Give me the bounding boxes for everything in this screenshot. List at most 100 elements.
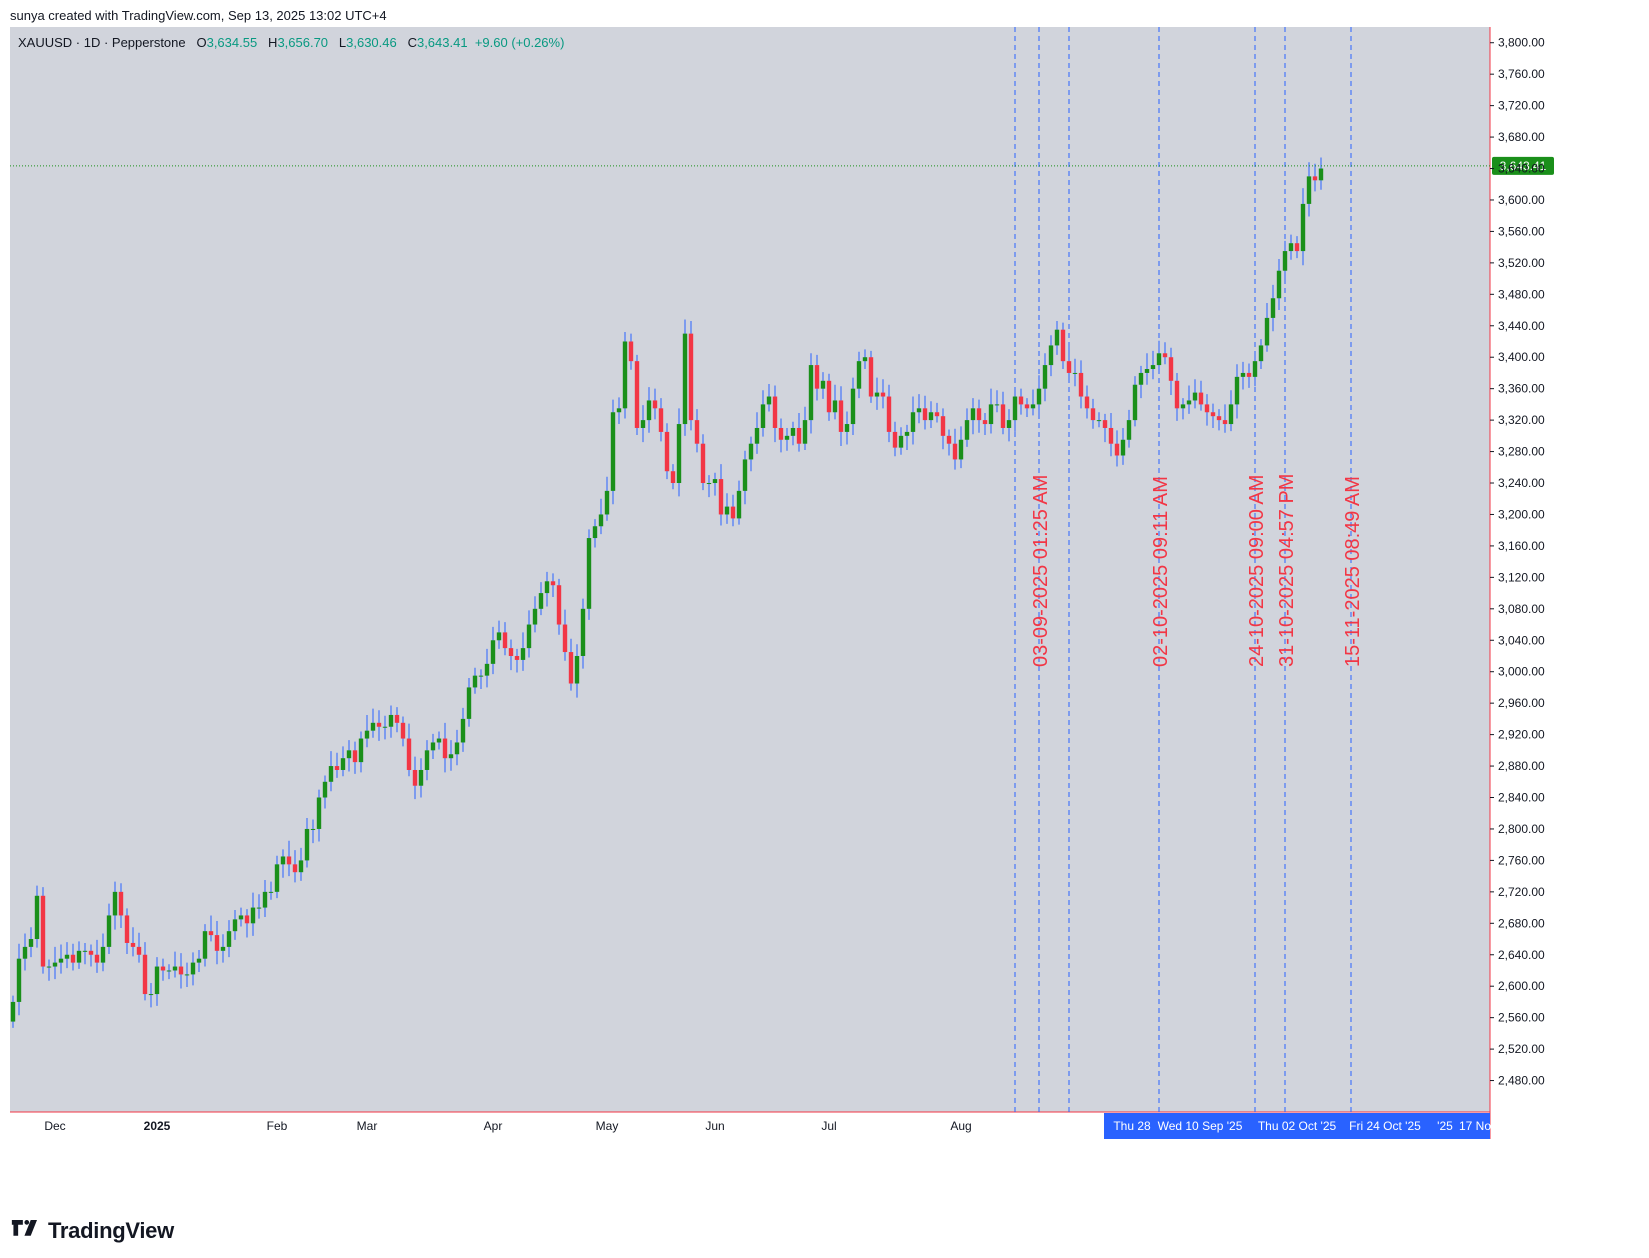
candle-body xyxy=(298,860,304,873)
candle-body xyxy=(478,675,484,677)
candle-body xyxy=(616,408,622,413)
candle-body xyxy=(196,958,202,963)
candle-body xyxy=(40,895,46,967)
price-tick-label: 2,920.00 xyxy=(1498,728,1545,742)
price-chart[interactable]: 03-09-2025 01:25 AM 02-10-2025 09:11 AM 24… xyxy=(10,27,1558,1139)
candle-body xyxy=(1138,372,1144,385)
candle-body xyxy=(1174,380,1180,409)
candle-body xyxy=(274,864,280,892)
candle-body xyxy=(676,424,682,484)
candle-body xyxy=(202,931,208,959)
candle-body xyxy=(1144,369,1150,373)
candle-body xyxy=(970,408,976,421)
candle-body xyxy=(184,974,190,976)
candle-body xyxy=(610,412,616,491)
close-label: C xyxy=(407,35,417,50)
candle-body xyxy=(280,856,286,865)
candle-body xyxy=(400,722,406,739)
candle-body xyxy=(520,648,526,660)
time-tick-label: May xyxy=(596,1119,619,1133)
candle-body xyxy=(658,408,664,432)
candle-body xyxy=(82,950,88,952)
candle-body xyxy=(1114,443,1120,456)
time-tick-label-future: Wed 10 Sep '25 xyxy=(1158,1119,1243,1133)
candle-body xyxy=(1048,345,1054,366)
time-tick-label: Jul xyxy=(821,1119,836,1133)
close-value: 3,643.41 xyxy=(416,35,468,50)
candle-body xyxy=(1258,345,1264,362)
candle-body xyxy=(682,333,688,425)
candle-body xyxy=(1120,439,1126,456)
candle-body xyxy=(952,443,958,460)
candle-body xyxy=(568,652,574,684)
candle-body xyxy=(1228,404,1234,425)
candle-body xyxy=(1126,420,1132,440)
vertical-marker-label: 31-10-2025 04:57 PM xyxy=(1276,474,1298,667)
last-price-badge xyxy=(1492,156,1554,175)
time-tick-label: Apr xyxy=(484,1119,503,1133)
candle-body xyxy=(604,490,610,515)
tradingview-brand[interactable]: TradingView xyxy=(10,1218,174,1244)
chart-attribution: sunya created with TradingView.com, Sep … xyxy=(10,8,387,23)
time-axis[interactable]: Dec 2025 Feb Mar Apr May Jun Jul Aug Thu 28 Wed 10… xyxy=(44,1113,1491,1139)
price-axis[interactable]: 3,800.00 3,760.00 3,720.00 3,680.00 3,640.00… xyxy=(1490,36,1545,1088)
candle-body xyxy=(1318,168,1324,181)
time-axis-highlight xyxy=(1104,1113,1490,1139)
price-tick-label: 3,800.00 xyxy=(1498,36,1545,50)
candle-body xyxy=(10,1001,16,1022)
candle-body xyxy=(550,581,556,586)
candle-body xyxy=(730,506,736,519)
candle-body xyxy=(862,357,868,362)
candle-body xyxy=(556,585,562,625)
candle-body xyxy=(472,675,478,688)
candle-body xyxy=(838,400,844,432)
candle-body xyxy=(622,341,628,409)
symbol-label[interactable]: XAUUSD · 1D · Pepperstone xyxy=(18,35,186,50)
candle-body xyxy=(118,891,124,916)
candle-body xyxy=(784,435,790,440)
time-tick-label: Aug xyxy=(950,1119,971,1133)
candle-body xyxy=(1036,388,1042,405)
price-tick-label: 2,600.00 xyxy=(1498,979,1545,993)
candle-body xyxy=(352,750,358,763)
candle-body xyxy=(1102,420,1108,428)
time-tick-label-future: Fri 24 Oct '25 xyxy=(1349,1119,1421,1133)
price-tick-label: 3,120.00 xyxy=(1498,570,1545,584)
low-label: L xyxy=(338,35,347,50)
candle-body xyxy=(160,966,166,971)
candle-body xyxy=(148,994,154,996)
candle-body xyxy=(748,443,754,460)
candle-body xyxy=(994,404,1000,406)
candle-body xyxy=(850,388,856,425)
change-value: +9.60 (+0.26%) xyxy=(474,35,565,50)
candle-body xyxy=(1132,384,1138,421)
candle-body xyxy=(448,754,454,759)
candlestick-series xyxy=(10,157,1324,1028)
candle-body xyxy=(64,954,70,959)
candle-body xyxy=(322,781,328,798)
price-axis-background xyxy=(1490,27,1558,1139)
candle-body xyxy=(178,966,184,975)
tradingview-logo-icon xyxy=(11,1220,37,1236)
candle-body xyxy=(832,400,838,413)
time-tick-label: 2025 xyxy=(144,1119,171,1133)
vertical-marker-label: 15-11-2025 08:49 AM xyxy=(1342,476,1364,667)
candle-body xyxy=(766,396,772,405)
price-tick-label: 3,680.00 xyxy=(1498,130,1545,144)
candle-body xyxy=(910,412,916,432)
candle-body xyxy=(1288,243,1294,252)
open-label: O xyxy=(196,35,207,50)
candle-body xyxy=(334,766,340,770)
candle-body xyxy=(238,915,244,920)
candle-body xyxy=(640,420,646,428)
candle-body xyxy=(670,471,676,484)
candle-body xyxy=(964,420,970,440)
price-tick-label: 2,800.00 xyxy=(1498,822,1545,836)
price-tick-label: 3,400.00 xyxy=(1498,350,1545,364)
candle-body xyxy=(406,738,412,770)
price-tick-label: 3,640.00 xyxy=(1498,162,1545,176)
candle-body xyxy=(1210,412,1216,417)
last-price-label: 3,643.41 xyxy=(1500,159,1547,173)
candle-body xyxy=(958,439,964,460)
candle-body xyxy=(592,526,598,539)
